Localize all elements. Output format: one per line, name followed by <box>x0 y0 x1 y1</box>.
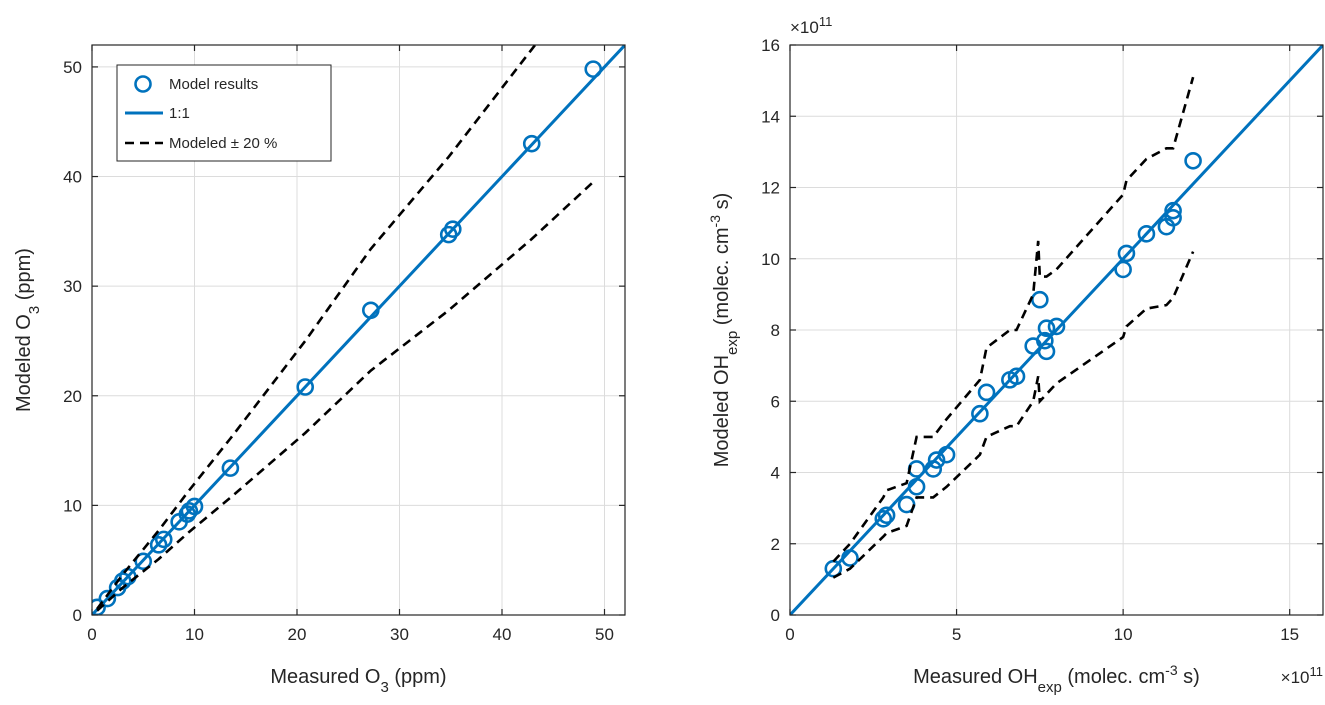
bound-dashed-line <box>832 76 1195 563</box>
oh-exposure-comparison-chart: 0 5 10 15 0 2 4 6 8 10 12 14 16 Measured OHexp (molec… <box>707 14 1324 696</box>
y-axis-label: Modeled O3 (ppm) <box>13 248 43 412</box>
bound-dashed-line <box>832 251 1195 579</box>
data-point <box>927 451 946 469</box>
x-tick-label: 10 <box>1114 625 1133 644</box>
data-point <box>1184 151 1202 170</box>
legend-marker-icon <box>134 75 152 93</box>
data-point <box>1031 290 1049 309</box>
data-point <box>971 404 989 423</box>
y-tick-label: 30 <box>63 277 82 296</box>
o3-comparison-chart: 0 10 20 30 40 50 0 10 20 30 40 50 Measured O3 (ppm) M… <box>13 44 626 696</box>
y-tick-label: 12 <box>761 179 780 198</box>
data-point <box>180 502 199 520</box>
data-point <box>98 589 117 608</box>
one-to-one-line <box>92 45 625 615</box>
x-tick-label: 20 <box>288 625 307 644</box>
x-tick-label: 10 <box>185 625 204 644</box>
data-point <box>443 220 462 238</box>
y-tick-label: 16 <box>761 36 780 55</box>
y-axis-label: Modeled OHexp (molec. cm-3 s) <box>707 193 741 467</box>
data-point <box>522 134 541 153</box>
one-to-one-line <box>790 45 1323 615</box>
y-tick-label: 0 <box>73 606 82 625</box>
axes-box <box>91 44 626 616</box>
y-tick-label: 10 <box>63 496 82 515</box>
data-point <box>1007 367 1026 386</box>
y-tick-label: 40 <box>63 168 82 187</box>
data-point <box>134 552 153 571</box>
data-point <box>221 459 240 477</box>
legend: Model results 1:1 Modeled ± 20 % <box>116 64 332 162</box>
data-point <box>1117 244 1136 263</box>
y-tick-label: 2 <box>771 535 780 554</box>
x-tick-label: 50 <box>595 625 614 644</box>
data-point <box>154 530 173 549</box>
data-point <box>1036 331 1054 350</box>
data-point <box>977 383 996 402</box>
data-point <box>1114 260 1132 279</box>
x-tick-label: 15 <box>1280 625 1299 644</box>
data-point <box>296 378 315 396</box>
data-point <box>1137 225 1156 243</box>
x-axis-label: Measured O3 (ppm) <box>270 666 446 696</box>
data-point <box>1037 319 1056 338</box>
data-point <box>185 497 204 516</box>
data-point <box>1047 317 1066 336</box>
x-tick-label: 5 <box>952 625 961 644</box>
y-tick-label: 4 <box>771 464 780 483</box>
bound-dashed-line <box>96 45 537 610</box>
x-tick-label: 40 <box>493 625 512 644</box>
legend-label: 1:1 <box>169 105 190 122</box>
data-point <box>1164 208 1182 227</box>
bound-dashed-line <box>96 181 595 612</box>
x-tick-label: 30 <box>390 625 409 644</box>
y-tick-label: 10 <box>761 250 780 269</box>
y-tick-label: 0 <box>771 606 780 625</box>
y-tick-label: 20 <box>63 387 82 406</box>
legend-label: Modeled ± 20 % <box>169 135 277 152</box>
x-axis-label: Measured OHexp (molec. cm-3 s) <box>913 662 1200 696</box>
data-point <box>874 510 893 528</box>
data-point <box>1037 342 1056 361</box>
x-tick-label: 0 <box>87 625 96 644</box>
y-tick-label: 50 <box>63 58 82 77</box>
x-tick-label: 0 <box>785 625 794 644</box>
data-layer <box>790 45 1323 615</box>
y-tick-label: 6 <box>771 392 780 411</box>
legend-label: Model results <box>169 76 258 93</box>
data-point <box>877 506 896 525</box>
data-point <box>149 536 168 554</box>
y-tick-label: 8 <box>771 321 780 340</box>
x-exponent-label: ×1011 <box>1281 664 1323 688</box>
y-tick-label: 14 <box>761 107 780 126</box>
y-exponent-label: ×1011 <box>790 14 832 38</box>
